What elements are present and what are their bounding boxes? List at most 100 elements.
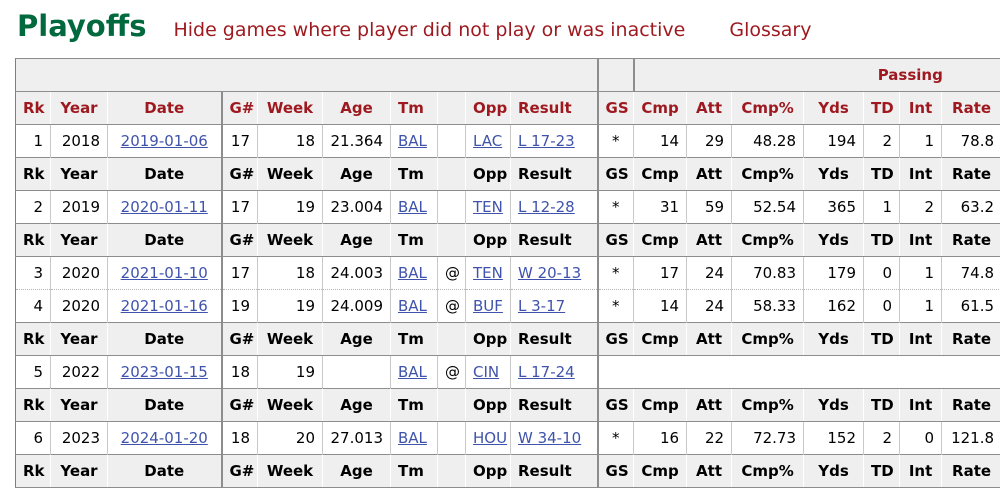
cell-year: 2020: [51, 257, 108, 290]
team-link[interactable]: BAL: [398, 264, 427, 282]
hide-inactive-games-toggle[interactable]: Hide games where player did not play or …: [173, 19, 685, 41]
col-header-cmp: Cmp: [634, 158, 687, 191]
col-header-rk[interactable]: Rk: [16, 92, 51, 125]
col-header-at: [438, 158, 466, 191]
col-header-gs: GS: [598, 158, 634, 191]
col-header-g[interactable]: G#: [222, 92, 258, 125]
col-header-opp: Opp: [466, 158, 511, 191]
cell-td: 2: [864, 422, 900, 455]
col-header-gs[interactable]: GS: [598, 92, 634, 125]
col-header-int[interactable]: Int: [900, 92, 942, 125]
cell-age: 24.009: [323, 290, 391, 323]
date-link[interactable]: 2024-01-20: [121, 429, 208, 447]
boxscore-link[interactable]: W 34-10: [518, 429, 581, 447]
col-header-year[interactable]: Year: [51, 92, 108, 125]
cell-date: 2021-01-16: [108, 290, 222, 323]
date-link[interactable]: 2021-01-16: [121, 297, 208, 315]
col-header-tm: Tm: [391, 224, 438, 257]
col-header-at: [438, 389, 466, 422]
col-header-date[interactable]: Date: [108, 92, 222, 125]
col-header-cmppct: Cmp%: [732, 389, 804, 422]
col-header-tm[interactable]: Tm: [391, 92, 438, 125]
col-header-cmppct: Cmp%: [732, 455, 804, 488]
boxscore-link[interactable]: L 12-28: [518, 198, 575, 216]
team-link[interactable]: BAL: [398, 297, 427, 315]
boxscore-link[interactable]: L 3-17: [518, 297, 565, 315]
col-header-result[interactable]: Result: [511, 92, 598, 125]
team-link[interactable]: BAL: [398, 363, 427, 381]
col-header-cmppct: Cmp%: [732, 323, 804, 356]
cell-int: 2: [900, 191, 942, 224]
cell-cmp: 31: [634, 191, 687, 224]
cell-cmppct: 70.83: [732, 257, 804, 290]
col-header-yds: Yds: [804, 389, 864, 422]
opponent-link[interactable]: BUF: [473, 297, 503, 315]
cell-opp: BUF: [466, 290, 511, 323]
cell-rate: 121.8: [942, 422, 1000, 455]
opponent-link[interactable]: TEN: [473, 264, 503, 282]
cell-cmp: 16: [634, 422, 687, 455]
cell-at: [438, 125, 466, 158]
cell-rk: 5: [16, 356, 51, 389]
team-link[interactable]: BAL: [398, 429, 427, 447]
col-header-att[interactable]: Att: [687, 92, 732, 125]
cell-result: L 17-23: [511, 125, 598, 158]
col-header-tm: Tm: [391, 158, 438, 191]
col-header-att: Att: [687, 158, 732, 191]
col-header-att: Att: [687, 389, 732, 422]
cell-gs: *: [598, 191, 634, 224]
date-link[interactable]: 2020-01-11: [121, 198, 208, 216]
opponent-link[interactable]: TEN: [473, 198, 503, 216]
col-header-rate[interactable]: Rate: [942, 92, 1000, 125]
col-header-cmppct[interactable]: Cmp%: [732, 92, 804, 125]
col-header-week: Week: [258, 455, 323, 488]
col-header-td: TD: [864, 224, 900, 257]
col-header-year: Year: [51, 158, 108, 191]
team-link[interactable]: BAL: [398, 132, 427, 150]
col-header-cmp: Cmp: [634, 455, 687, 488]
date-link[interactable]: 2021-01-10: [121, 264, 208, 282]
cell-gs: *: [598, 257, 634, 290]
cell-date: 2024-01-20: [108, 422, 222, 455]
col-header-opp[interactable]: Opp: [466, 92, 511, 125]
boxscore-link[interactable]: L 17-23: [518, 132, 575, 150]
cell-cmppct: 52.54: [732, 191, 804, 224]
cell-rk: 6: [16, 422, 51, 455]
cell-tm: BAL: [391, 257, 438, 290]
col-header-age[interactable]: Age: [323, 92, 391, 125]
opponent-link[interactable]: CIN: [473, 363, 499, 381]
date-link[interactable]: 2019-01-06: [121, 132, 208, 150]
cell-year: 2018: [51, 125, 108, 158]
team-link[interactable]: BAL: [398, 198, 427, 216]
col-header-g: G#: [222, 158, 258, 191]
cell-at: @: [438, 290, 466, 323]
col-header-gs: GS: [598, 323, 634, 356]
col-header-week[interactable]: Week: [258, 92, 323, 125]
col-header-result: Result: [511, 158, 598, 191]
glossary-link[interactable]: Glossary: [729, 19, 811, 41]
col-header-rk: Rk: [16, 455, 51, 488]
col-header-yds[interactable]: Yds: [804, 92, 864, 125]
cell-tm: BAL: [391, 125, 438, 158]
cell-int: 1: [900, 125, 942, 158]
boxscore-link[interactable]: W 20-13: [518, 264, 581, 282]
col-header-tm: Tm: [391, 323, 438, 356]
col-header-cmp[interactable]: Cmp: [634, 92, 687, 125]
col-header-date: Date: [108, 224, 222, 257]
cell-week: 19: [258, 356, 323, 389]
date-link[interactable]: 2023-01-15: [121, 363, 208, 381]
cell-result: L 12-28: [511, 191, 598, 224]
col-header-date: Date: [108, 455, 222, 488]
opponent-link[interactable]: HOU: [473, 429, 507, 447]
col-header-at[interactable]: [438, 92, 466, 125]
col-header-td[interactable]: TD: [864, 92, 900, 125]
opponent-link[interactable]: LAC: [473, 132, 502, 150]
boxscore-link[interactable]: L 17-24: [518, 363, 575, 381]
cell-g: 18: [222, 356, 258, 389]
